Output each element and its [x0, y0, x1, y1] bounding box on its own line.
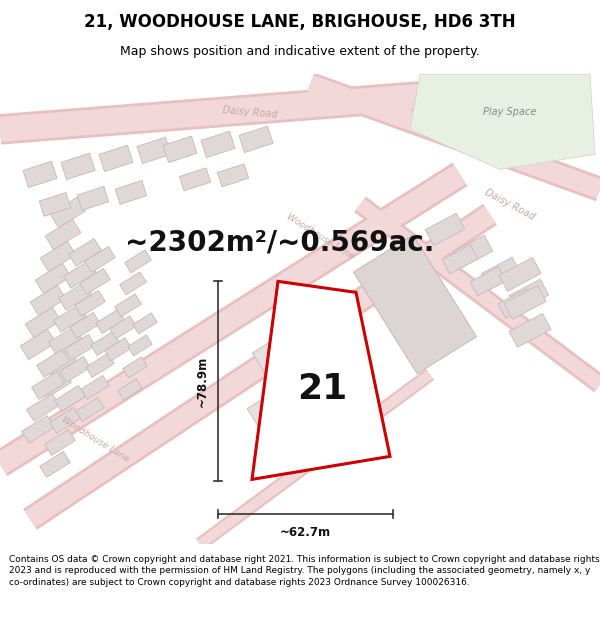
Polygon shape	[425, 213, 464, 246]
Polygon shape	[96, 309, 124, 333]
Polygon shape	[35, 263, 71, 294]
Polygon shape	[59, 282, 91, 310]
Polygon shape	[44, 349, 76, 376]
Text: Woodhouse Lane: Woodhouse Lane	[285, 212, 355, 261]
Polygon shape	[498, 289, 534, 318]
Text: Map shows position and indicative extent of the property.: Map shows position and indicative extent…	[120, 44, 480, 58]
Polygon shape	[470, 267, 506, 296]
Polygon shape	[50, 408, 80, 433]
Polygon shape	[481, 258, 521, 289]
Polygon shape	[50, 197, 86, 228]
Polygon shape	[53, 304, 86, 332]
Polygon shape	[20, 329, 56, 359]
Polygon shape	[163, 136, 197, 162]
Polygon shape	[68, 239, 101, 266]
Polygon shape	[509, 279, 548, 311]
Polygon shape	[119, 272, 146, 295]
Polygon shape	[38, 371, 71, 398]
Polygon shape	[137, 137, 171, 164]
Polygon shape	[118, 379, 142, 400]
Polygon shape	[110, 316, 136, 339]
Polygon shape	[442, 245, 478, 274]
Polygon shape	[179, 168, 211, 191]
Polygon shape	[239, 126, 273, 152]
Polygon shape	[25, 307, 61, 338]
Polygon shape	[504, 286, 546, 319]
Polygon shape	[133, 313, 157, 334]
Text: ~78.9m: ~78.9m	[196, 356, 209, 407]
Polygon shape	[252, 281, 390, 479]
Polygon shape	[217, 164, 248, 187]
Polygon shape	[81, 376, 109, 399]
Polygon shape	[61, 153, 95, 179]
Polygon shape	[74, 291, 106, 316]
Polygon shape	[40, 241, 76, 272]
Text: 21: 21	[297, 372, 347, 406]
Polygon shape	[59, 356, 91, 382]
Polygon shape	[499, 258, 541, 291]
Polygon shape	[115, 294, 142, 317]
Polygon shape	[55, 386, 85, 411]
Polygon shape	[353, 235, 476, 374]
Polygon shape	[23, 161, 57, 188]
Polygon shape	[201, 131, 235, 158]
Polygon shape	[70, 312, 100, 338]
Text: Contains OS data © Crown copyright and database right 2021. This information is : Contains OS data © Crown copyright and d…	[9, 554, 599, 587]
Polygon shape	[22, 416, 55, 443]
Text: Daisy Road: Daisy Road	[483, 187, 537, 222]
Polygon shape	[115, 181, 147, 204]
Polygon shape	[125, 250, 151, 273]
Text: Woodhouse Lane: Woodhouse Lane	[60, 415, 130, 464]
Text: ~62.7m: ~62.7m	[280, 526, 331, 539]
Polygon shape	[410, 74, 595, 169]
Polygon shape	[86, 353, 114, 377]
Polygon shape	[123, 357, 147, 378]
Polygon shape	[454, 235, 493, 268]
Polygon shape	[37, 349, 70, 378]
Polygon shape	[26, 394, 59, 421]
Text: 21, WOODHOUSE LANE, BRIGHOUSE, HD6 3TH: 21, WOODHOUSE LANE, BRIGHOUSE, HD6 3TH	[84, 13, 516, 31]
Polygon shape	[44, 429, 76, 455]
Polygon shape	[85, 246, 115, 272]
Polygon shape	[32, 371, 64, 399]
Polygon shape	[247, 389, 297, 439]
Text: ~2302m²/~0.569ac.: ~2302m²/~0.569ac.	[125, 228, 434, 256]
Polygon shape	[45, 219, 81, 249]
Polygon shape	[104, 338, 131, 361]
Text: Play Space: Play Space	[484, 107, 536, 118]
Polygon shape	[30, 285, 66, 316]
Polygon shape	[39, 192, 71, 216]
Polygon shape	[91, 331, 119, 356]
Polygon shape	[49, 326, 82, 354]
Polygon shape	[253, 332, 308, 387]
Text: Daisy Road: Daisy Road	[222, 105, 278, 120]
Polygon shape	[65, 334, 95, 360]
Polygon shape	[80, 269, 110, 294]
Polygon shape	[77, 186, 109, 210]
Polygon shape	[76, 398, 104, 421]
Polygon shape	[64, 261, 97, 288]
Polygon shape	[509, 314, 551, 348]
Polygon shape	[99, 145, 133, 172]
Polygon shape	[128, 335, 152, 356]
Polygon shape	[40, 451, 70, 478]
